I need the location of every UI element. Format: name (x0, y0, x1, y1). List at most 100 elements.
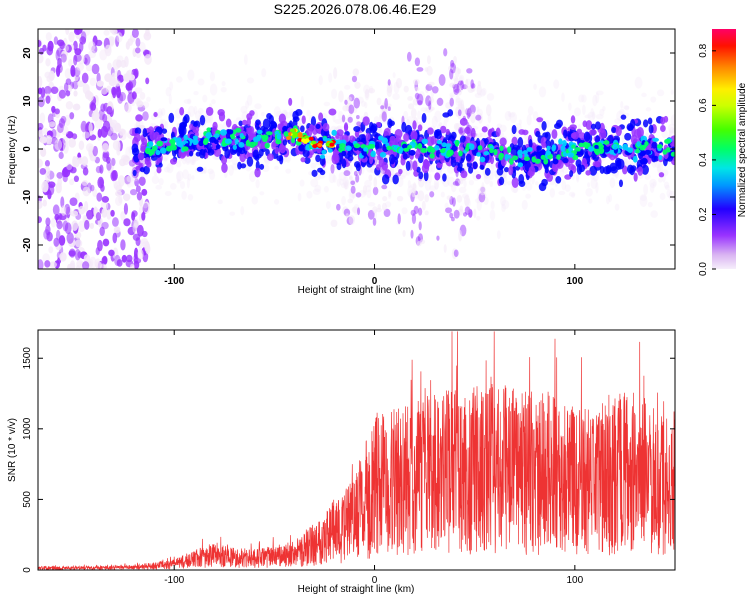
spectrogram-blob (129, 127, 133, 135)
spectrogram-blob (465, 145, 470, 152)
spectrogram-blob (543, 158, 549, 165)
spectrogram-blob (124, 175, 132, 186)
spectrogram-blob (663, 181, 670, 189)
spectrogram-blob (416, 240, 422, 247)
spectrogram-blob (60, 196, 65, 208)
spectrogram-blob (487, 113, 492, 124)
spectrogram-blob (142, 101, 150, 109)
spectrogram-blob (66, 232, 74, 244)
spectrogram-blob (238, 120, 243, 127)
spectrogram-blob (666, 189, 673, 198)
spectrogram-blob (246, 77, 255, 84)
spectrogram-blob (187, 69, 195, 81)
spectrogram-blob (436, 162, 442, 168)
spectrogram-blob (95, 261, 102, 269)
spectrogram-blob (323, 185, 329, 193)
spectrogram-blob (496, 230, 501, 240)
spectrogram-blob (490, 161, 495, 174)
spectrogram-blob (599, 108, 605, 117)
spectrogram-blob (176, 171, 181, 183)
spectrogram-blob (119, 29, 125, 37)
spectrogram-blob (62, 142, 69, 154)
spectrogram-blob (535, 130, 541, 138)
spectrogram-blob (571, 144, 576, 149)
spectrogram-blob (458, 229, 462, 242)
spectrogram-blob (389, 135, 396, 144)
spectrogram-blob (564, 184, 571, 192)
spectrogram-blob (507, 111, 512, 118)
spectrogram-blob (100, 103, 106, 112)
spectrogram-blob (126, 175, 134, 183)
spectrogram-blob (358, 134, 366, 142)
colorbar-tick-label: 0.4 (698, 153, 709, 167)
spectrogram-blob (330, 219, 338, 228)
spectrogram-blob (125, 146, 131, 159)
spectrogram-blob (209, 71, 216, 82)
colorbar-tick-label: 0.8 (698, 43, 709, 57)
spectrogram-blob (368, 88, 376, 94)
spectrogram-blob (648, 124, 654, 134)
spectrogram-blob (40, 87, 46, 98)
spectrogram-blob (137, 248, 144, 260)
spectrogram-blob (583, 131, 591, 142)
spectrogram-blob (265, 131, 273, 136)
spectrogram-blob (74, 248, 81, 261)
spectrogram-blob (463, 194, 470, 207)
spectrogram-blob (42, 199, 48, 207)
spectrogram-blob (193, 91, 199, 96)
spectrogram-blob (43, 127, 49, 135)
spectrogram-blob (349, 175, 353, 180)
spectrogram-blob (605, 195, 610, 205)
spectrogram-blob (102, 152, 109, 163)
spectrogram-blob (107, 62, 112, 71)
spectrogram-blob (403, 133, 410, 142)
spectrogram-blob (595, 92, 600, 104)
spectrogram-blob (424, 210, 429, 216)
spectrogram-blob (669, 126, 675, 134)
spectrogram-blob (99, 49, 108, 61)
spectrogram-blob (465, 153, 472, 162)
spectrogram-blob (476, 152, 481, 157)
colorbar-tick-label: 0.6 (698, 98, 709, 112)
spectrogram-blob (569, 124, 577, 130)
spectrogram-blob (120, 211, 126, 221)
spectrogram-blob (414, 92, 420, 100)
spectrogram-blob (271, 141, 276, 150)
spectrogram-blob (85, 143, 94, 153)
spectrogram-blob (406, 51, 412, 62)
spectrogram-blob (235, 117, 242, 122)
spectrogram-blob (90, 184, 95, 192)
spectrogram-blob (333, 67, 338, 79)
spectrogram-blob (585, 187, 593, 197)
spectrogram-blob (168, 93, 172, 105)
spectrogram-blob (44, 85, 52, 95)
spectrogram-blob (96, 80, 104, 87)
spectrogram-blob (356, 115, 360, 120)
spectrogram-blob (347, 155, 354, 162)
spectrogram-blob (381, 161, 389, 171)
spectrogram-blob (562, 157, 569, 164)
spectrogram-blob (47, 40, 54, 52)
spectrogram-blob (203, 166, 207, 174)
spectrogram-blob (56, 171, 64, 179)
spectrogram-blob (115, 86, 121, 99)
spectrogram-blob (143, 165, 150, 175)
spectrogram-blob (347, 96, 352, 102)
spectrogram-blob (343, 122, 349, 132)
spectrogram-blob (575, 173, 580, 181)
spectrogram-blob (642, 119, 649, 128)
spectrogram-blob (439, 148, 446, 154)
spectrogram-blob (70, 65, 76, 77)
spectrogram-blob (163, 157, 168, 162)
spectrogram-blob (574, 147, 581, 152)
spectrogram-blob (549, 188, 556, 198)
spectrogram-blob (319, 169, 326, 176)
spectrogram-blob (160, 137, 168, 142)
spectrogram-blob (442, 112, 450, 118)
spectrogram-blob (500, 196, 506, 206)
spectrogram-blob (568, 102, 572, 111)
spectrogram-blob (417, 207, 423, 216)
spectrogram-blob (88, 49, 97, 59)
spectrogram-blob (598, 147, 605, 154)
spectrogram-blob (150, 155, 158, 161)
